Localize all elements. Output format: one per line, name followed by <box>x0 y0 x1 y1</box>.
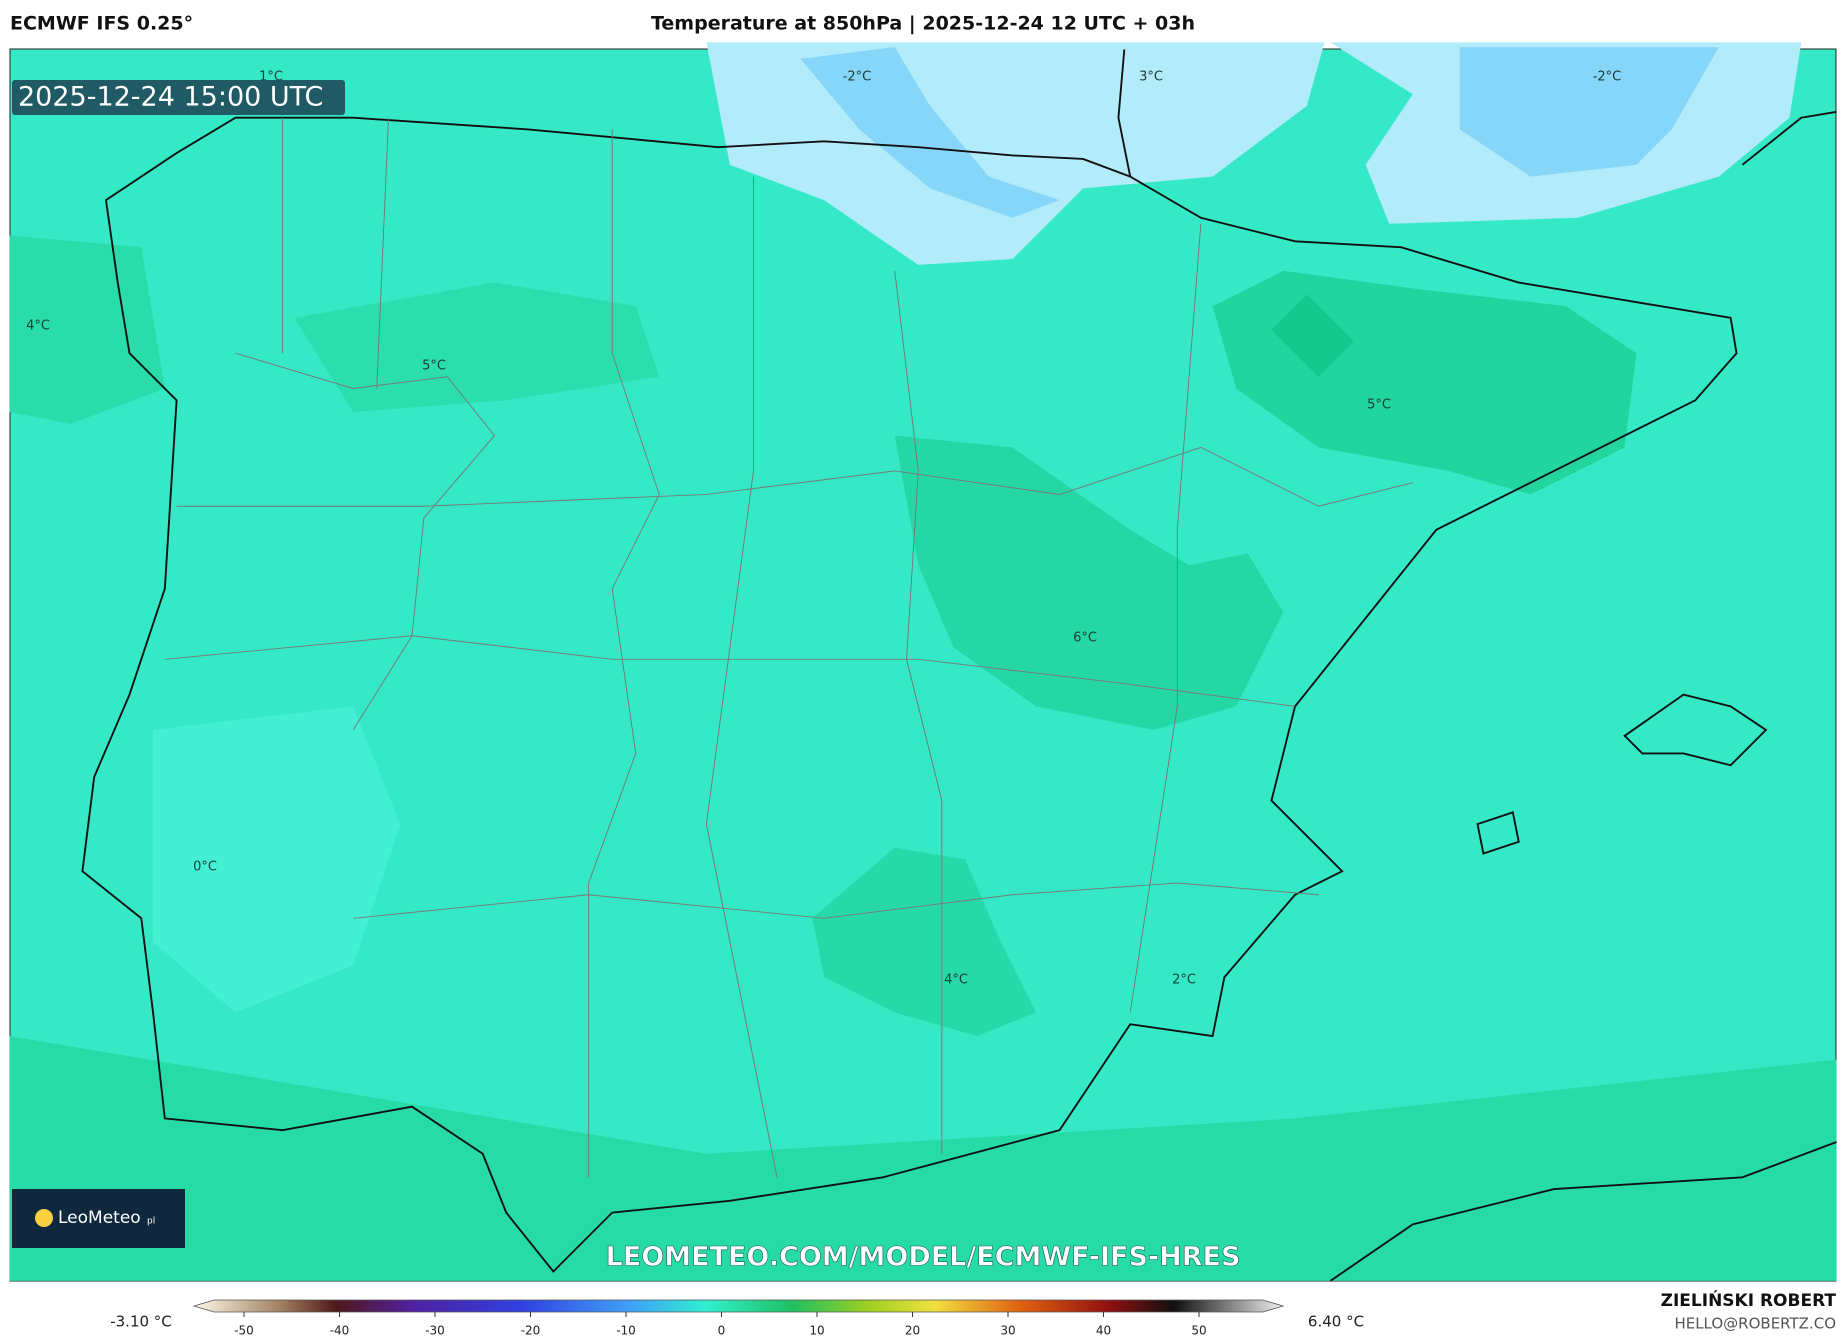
contour-label: 0°C <box>193 860 217 875</box>
map: 1°C -2°C 3°C -2°C4°C5°C5°C6°C0°C4°C 2°C 2025… <box>9 42 1837 1282</box>
borders <box>164 117 1413 1178</box>
colorbar-tick-label: 30 <box>1000 1324 1015 1338</box>
coastlines <box>81 49 1837 1282</box>
timestamp: 2025-12-24 15:00 UTC <box>18 82 323 113</box>
colorbar-gradient <box>192 1299 1285 1313</box>
logo-suffix: pl <box>147 1217 155 1227</box>
timestamp-box <box>12 80 345 115</box>
contour-label: -2°C <box>843 70 872 85</box>
temperature-fill <box>9 42 1837 1281</box>
colorbar-tick-label: 40 <box>1096 1324 1111 1338</box>
title: Temperature at 850hPa | 2025-12-24 12 UT… <box>651 13 1195 35</box>
contour-label: 5°C <box>1367 398 1391 413</box>
email: HELLO@ROBERTZ.CO <box>1674 1315 1836 1333</box>
contour-label: -2°C <box>1593 70 1622 85</box>
contour-label: 3°C <box>1139 70 1163 85</box>
logo: LeoMeteo <box>58 1208 141 1228</box>
watermark: LEOMETEO.COM/MODEL/ECMWF-IFS-HRES <box>606 1242 1241 1273</box>
colorbar: -3.10 °C 6.40 °C -50 -40 -30 -20 -10 0 10 20 30 4… <box>110 1299 1364 1338</box>
contour-label: 6°C <box>1073 631 1097 646</box>
colorbar-tick-label: -10 <box>616 1324 636 1338</box>
colorbar-tick-label: -30 <box>425 1324 445 1338</box>
colorbar-tick-label: 10 <box>809 1324 824 1338</box>
contour-label: 4°C <box>944 973 968 988</box>
colorbar-tick-label: 0 <box>718 1324 726 1338</box>
logo-sun <box>35 1209 53 1227</box>
author: ZIELIŃSKI ROBERT <box>1661 1289 1837 1311</box>
colorbar-tick-label: 20 <box>905 1324 920 1338</box>
colorbar-tick-label: 50 <box>1191 1324 1206 1338</box>
contour-label: 5°C <box>422 359 446 374</box>
colorbar-min: -3.10 °C <box>110 1313 172 1331</box>
contour-label: 4°C <box>26 319 50 334</box>
contour-label: 2°C <box>1172 973 1196 988</box>
colorbar-tick-label: -20 <box>521 1324 541 1338</box>
colorbar-tick-label: -40 <box>330 1324 350 1338</box>
colorbar-max: 6.40 °C <box>1308 1313 1364 1331</box>
colorbar-tick-label: -50 <box>234 1324 254 1338</box>
model-name: ECMWF IFS 0.25° <box>10 13 193 35</box>
